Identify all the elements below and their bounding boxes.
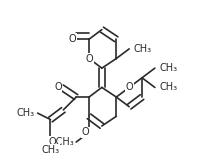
Text: O: O xyxy=(81,127,89,137)
Text: O: O xyxy=(125,82,133,93)
Text: O: O xyxy=(54,82,62,93)
Text: CH₃: CH₃ xyxy=(134,44,152,54)
Text: CH₃: CH₃ xyxy=(160,82,178,93)
Text: CH₃: CH₃ xyxy=(160,63,178,73)
Text: CH₃: CH₃ xyxy=(41,145,60,155)
Text: OCH₃: OCH₃ xyxy=(49,137,74,147)
Text: O: O xyxy=(68,34,76,44)
Text: CH₃: CH₃ xyxy=(16,108,34,118)
Text: O: O xyxy=(85,53,93,64)
